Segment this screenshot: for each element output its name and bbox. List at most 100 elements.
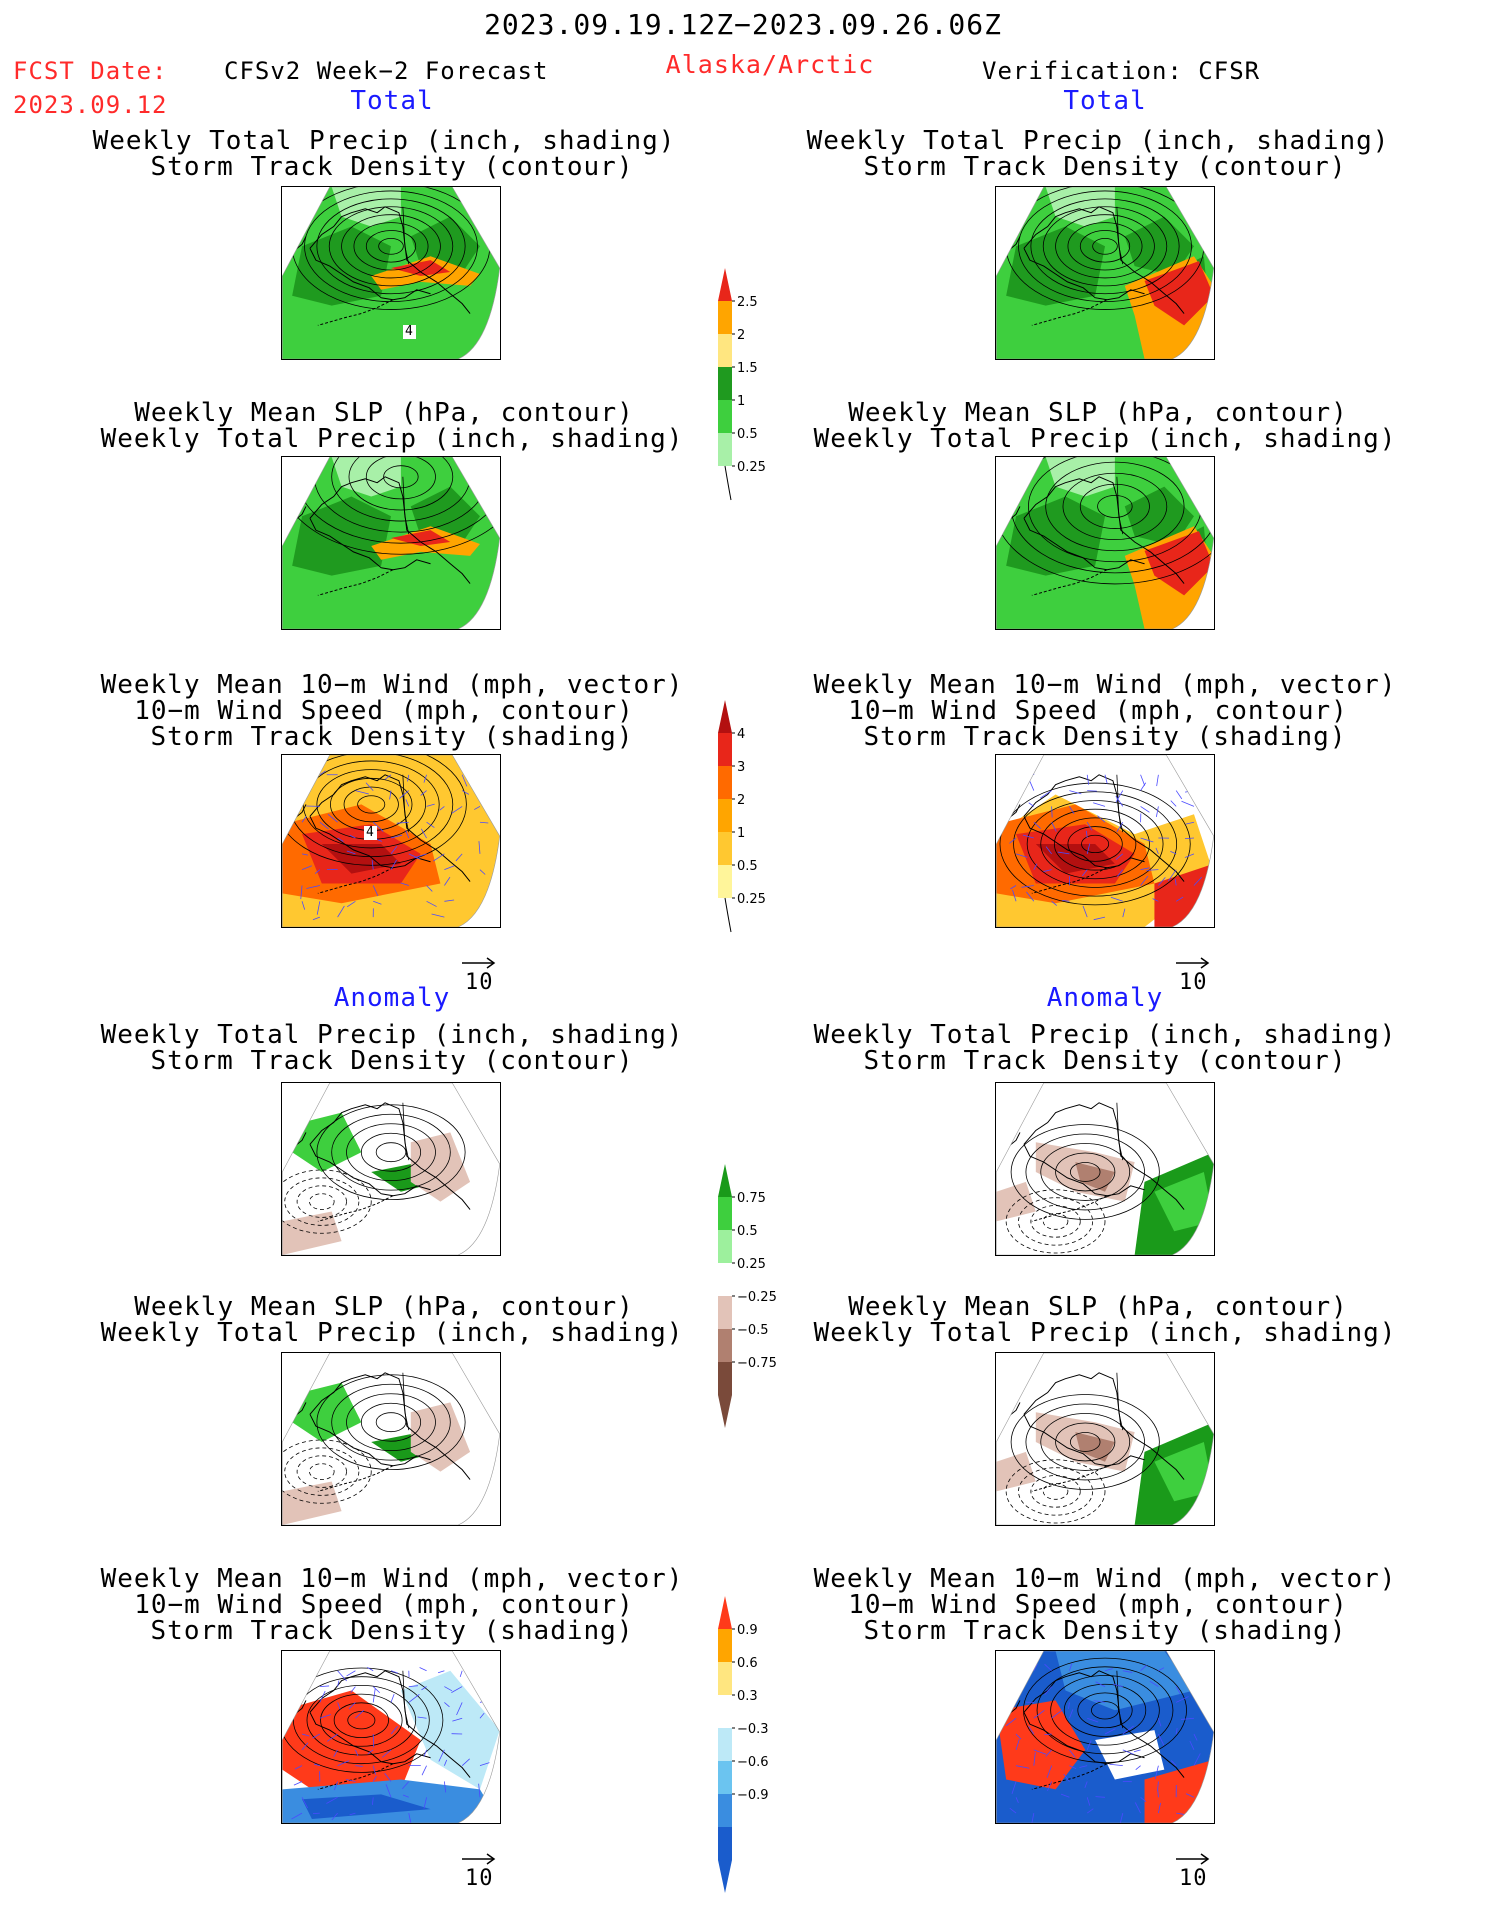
title-r5-b: Weekly Total Precip (inch, shading) <box>813 1318 1397 1348</box>
wind-vector <box>1045 1749 1052 1757</box>
wind-vector <box>478 1783 481 1798</box>
coastline <box>1023 1372 1185 1480</box>
wind-vector <box>479 1712 485 1719</box>
contour-line <box>375 1412 407 1433</box>
wind-vector <box>306 885 320 889</box>
contour-line <box>341 214 441 279</box>
shaded-region <box>1154 1441 1214 1502</box>
wind-vector <box>479 1762 490 1767</box>
wind-vector <box>1082 869 1088 877</box>
title-r2-b: Weekly Total Precip (inch, shading) <box>813 424 1397 454</box>
contour-line <box>1005 1459 1106 1524</box>
coastline <box>1023 1670 1185 1778</box>
wind-vector <box>1116 822 1124 833</box>
wind-vector <box>1069 1749 1076 1758</box>
contour-line <box>1062 472 1168 541</box>
wind-vector <box>1175 896 1184 902</box>
colorbar-label: 3 <box>737 760 745 775</box>
colorbar-storm-anom: 0.9 0.6 0.3 −0.3 −0.6 −0.9 <box>718 1596 798 1900</box>
shaded-region <box>410 1132 471 1202</box>
map-domain-edge <box>996 1651 1214 1823</box>
wind-vector <box>1188 1674 1195 1687</box>
colorbar-precip-anom: 0.75 0.5 0.25 −0.25 −0.5 −0.75 <box>718 1164 798 1435</box>
wind-vector <box>314 869 321 874</box>
wind-vector <box>319 770 326 776</box>
wind-vector <box>1010 790 1017 793</box>
wind-vector <box>301 865 312 871</box>
border-line <box>402 1670 410 1729</box>
wind-vector <box>1122 1670 1133 1673</box>
wind-vector <box>372 1797 374 1805</box>
wind-vector <box>1033 1749 1047 1755</box>
contour-line <box>282 1667 444 1773</box>
wind-vector <box>444 1702 450 1708</box>
colorbar-segment <box>718 1329 732 1362</box>
colorbar-segment <box>718 766 732 799</box>
wind-vector <box>349 1812 356 1816</box>
title-l4-a: Weekly Total Precip (inch, shading) <box>100 1020 684 1050</box>
wind-vector <box>420 790 427 796</box>
wind-vector <box>461 1758 470 1766</box>
wind-vector <box>301 1733 310 1737</box>
shaded-region <box>1045 457 1115 497</box>
coastline <box>309 206 471 314</box>
wind-vector <box>1086 822 1093 831</box>
colorbar-segment <box>718 367 732 400</box>
shaded-region <box>391 530 451 546</box>
title-r3-b: 10−m Wind Speed (mph, contour) <box>848 696 1348 726</box>
colorbar-segment <box>718 1662 732 1695</box>
wind-vector <box>399 790 410 799</box>
wind-vector <box>346 850 356 855</box>
colorbar-label: 2.5 <box>737 295 758 310</box>
wind-vector <box>1115 790 1124 803</box>
forecast-period: 2023.09.19.12Z−2023.09.26.06Z <box>484 8 1002 41</box>
shaded-region <box>410 1402 471 1472</box>
map-forecast-total-slp <box>281 456 501 630</box>
colorbar-label: −0.5 <box>737 1323 769 1338</box>
wind-vector <box>402 1794 409 1798</box>
contour-line <box>296 1455 347 1488</box>
wind-vector <box>1097 815 1106 823</box>
coastline <box>1023 1102 1185 1210</box>
wind-vector <box>1193 876 1202 886</box>
wind-vector <box>1040 790 1052 799</box>
wind-vector <box>408 853 421 860</box>
shaded-region <box>1124 486 1194 546</box>
contour-line <box>316 198 466 295</box>
wind-vector <box>426 821 435 828</box>
wind-vector <box>301 853 309 856</box>
contour-line <box>1005 1189 1106 1254</box>
wind-vector <box>1082 905 1088 918</box>
wind-vector <box>337 1702 341 1710</box>
map-forecast-total-wind <box>281 754 501 928</box>
wind-vector <box>1184 837 1194 840</box>
wind-vector <box>405 799 410 807</box>
wind-vector <box>1155 847 1159 855</box>
colorbar-label: 1 <box>737 394 745 409</box>
wind-vector <box>479 869 486 875</box>
wind-vector <box>1149 1680 1159 1687</box>
wind-vector <box>402 1781 410 1790</box>
wind-vector <box>337 1670 347 1682</box>
wind-vector <box>390 1694 395 1703</box>
wind-vector <box>348 1702 356 1710</box>
colorbar-segment <box>718 1197 732 1230</box>
wind-vector <box>414 853 427 859</box>
wind-vector <box>1022 834 1034 839</box>
border-line <box>402 476 410 535</box>
contour-line <box>346 1393 436 1452</box>
wind-vector <box>1122 1725 1134 1735</box>
contour-line <box>296 1185 347 1218</box>
wind-vector <box>1069 1663 1073 1671</box>
wind-vector <box>1193 1753 1201 1766</box>
wind-vector <box>365 782 374 791</box>
shaded-region <box>292 1112 362 1172</box>
wind-vector <box>426 885 433 892</box>
wind-vector <box>1104 774 1108 784</box>
wind-vector <box>1140 875 1149 886</box>
wind-vector <box>301 1797 308 1809</box>
wind-vector <box>1086 1797 1091 1806</box>
wind-vector <box>390 1670 398 1674</box>
contour-line <box>331 1113 451 1191</box>
section-anomaly-left: Anomaly <box>333 983 451 1013</box>
